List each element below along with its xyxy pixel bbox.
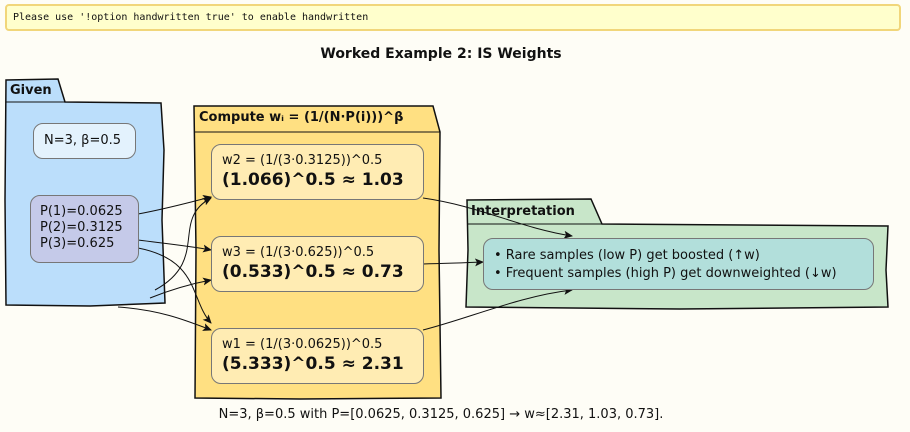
w1-result: (5.333)^0.5 ≈ 2.31 xyxy=(222,354,404,374)
given-params-node: N=3, β=0.5 xyxy=(33,123,136,159)
package-given-shape xyxy=(4,78,166,307)
weight-w1-node: w1 = (1/(3·0.0625))^0.5 (5.333)^0.5 ≈ 2.… xyxy=(211,328,424,384)
diagram-title: Worked Example 2: IS Weights xyxy=(320,46,562,62)
diagram-caption: N=3, β=0.5 with P=[0.0625, 0.3125, 0.625… xyxy=(218,407,664,422)
interpretation-node: • Rare samples (low P) get boosted (↑w) … xyxy=(483,238,874,290)
given-probs-node: P(1)=0.0625 P(2)=0.3125 P(3)=0.625 xyxy=(30,195,139,263)
given-params-text: N=3, β=0.5 xyxy=(44,133,122,148)
warning-banner: Please use '!option handwritten true' to… xyxy=(5,4,901,31)
prob-1: P(1)=0.0625 xyxy=(40,204,123,219)
w1-formula: w1 = (1/(3·0.0625))^0.5 xyxy=(222,337,383,352)
w2-result: (1.066)^0.5 ≈ 1.03 xyxy=(222,170,404,190)
edge-given-to-w3 xyxy=(149,277,212,299)
weight-w2-node: w2 = (1/(3·0.3125))^0.5 (1.066)^0.5 ≈ 1.… xyxy=(211,144,424,200)
w3-formula: w3 = (1/(3·0.625))^0.5 xyxy=(222,245,375,260)
edge-w3-to-interpretation xyxy=(422,258,484,267)
prob-2: P(2)=0.3125 xyxy=(40,220,123,235)
package-interpretation-label: Interpretation xyxy=(471,204,575,219)
warning-banner-text: Please use '!option handwritten true' to… xyxy=(13,12,369,23)
edge-w2-to-interpretation xyxy=(422,197,573,239)
package-compute-label: Compute wᵢ = (1/(N·P(i)))^β xyxy=(199,110,404,125)
w3-result: (0.533)^0.5 ≈ 0.73 xyxy=(222,262,404,282)
weight-w3-node: w3 = (1/(3·0.625))^0.5 (0.533)^0.5 ≈ 0.7… xyxy=(211,236,424,292)
prob-3: P(3)=0.625 xyxy=(40,236,115,251)
interpretation-bullet-1: • Rare samples (low P) get boosted (↑w) xyxy=(494,248,760,263)
interpretation-bullet-2: • Frequent samples (high P) get downweig… xyxy=(494,266,837,281)
edge-w1-to-interpretation xyxy=(422,286,573,331)
package-given-label: Given xyxy=(10,83,52,98)
w2-formula: w2 = (1/(3·0.3125))^0.5 xyxy=(222,153,383,168)
edge-given-to-w2 xyxy=(154,197,212,291)
edge-probs-to-w1 xyxy=(137,247,212,324)
edge-probs-to-w3 xyxy=(137,239,212,253)
edge-given-to-w1 xyxy=(117,306,212,331)
